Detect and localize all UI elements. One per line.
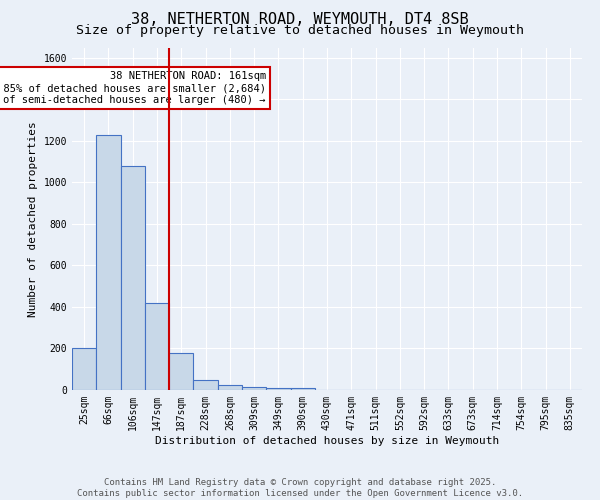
Y-axis label: Number of detached properties: Number of detached properties (28, 121, 38, 316)
Bar (145, 303, 169, 390)
Text: Size of property relative to detached houses in Weymouth: Size of property relative to detached ho… (76, 24, 524, 37)
Bar (193, 380, 218, 390)
Bar (169, 352, 193, 390)
Text: 38, NETHERTON ROAD, WEYMOUTH, DT4 8SB: 38, NETHERTON ROAD, WEYMOUTH, DT4 8SB (131, 12, 469, 28)
Bar (242, 387, 266, 390)
Bar (96, 134, 121, 390)
Bar (218, 385, 242, 390)
Bar (121, 166, 145, 390)
X-axis label: Distribution of detached houses by size in Weymouth: Distribution of detached houses by size … (155, 436, 499, 446)
Bar (290, 388, 315, 390)
Bar (266, 388, 290, 390)
Text: 38 NETHERTON ROAD: 161sqm
← 85% of detached houses are smaller (2,684)
15% of se: 38 NETHERTON ROAD: 161sqm ← 85% of detac… (0, 72, 266, 104)
Bar (72, 348, 96, 390)
Text: Contains HM Land Registry data © Crown copyright and database right 2025.
Contai: Contains HM Land Registry data © Crown c… (77, 478, 523, 498)
